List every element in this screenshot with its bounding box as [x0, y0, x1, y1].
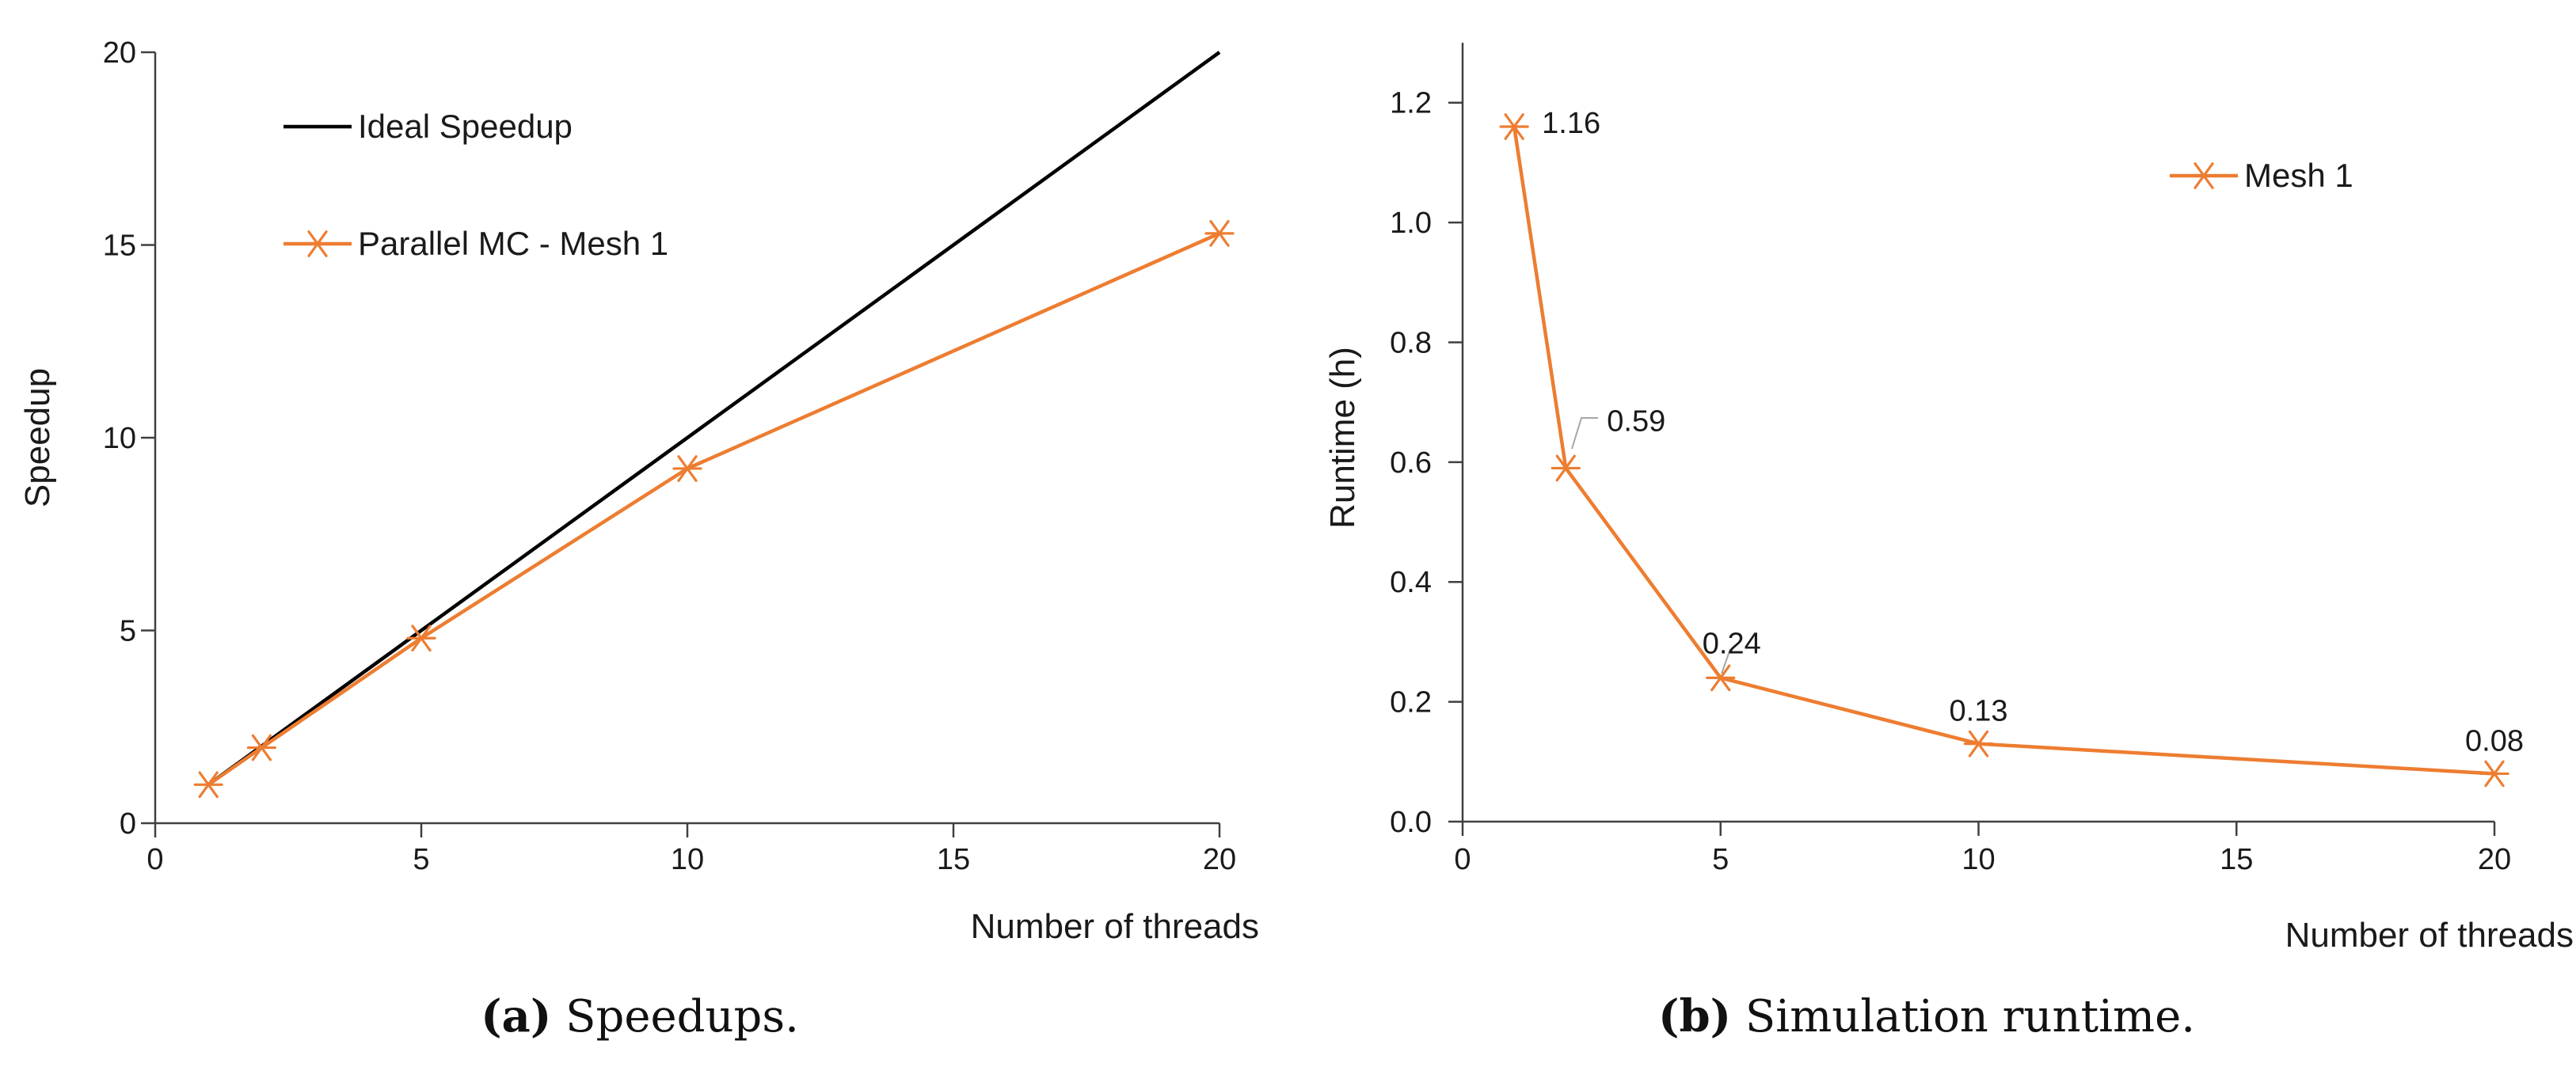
y-axis-title: Runtime (h)	[1323, 347, 1362, 529]
y-tick-label: 20	[103, 36, 136, 70]
y-tick-label: 15	[103, 230, 136, 263]
runtime-chart: 0.0 0.2 0.4 0.6 0.8 1.0 1.2 0 5 10 15 20 Number of t…	[1323, 43, 2574, 955]
marker-stroke	[411, 625, 432, 652]
x-tick-label: 15	[937, 843, 970, 876]
data-label: 0.08	[2465, 724, 2524, 758]
caption-label: (b)	[1658, 990, 1731, 1042]
data-label: 0.13	[1950, 695, 2008, 728]
x-tick-label: 0	[1454, 843, 1471, 876]
marker-stroke	[1504, 113, 1524, 140]
asterisk-marker	[2479, 760, 2509, 788]
marker-stroke	[2194, 162, 2214, 189]
series-parallel-mc-mesh-1	[193, 219, 1235, 799]
asterisk-marker	[672, 455, 702, 482]
y-tick-label: 5	[120, 615, 136, 648]
marker-stroke	[1710, 664, 1731, 692]
y-tick-label: 0.6	[1390, 446, 1432, 480]
marker-stroke	[251, 734, 272, 761]
y-tick-label: 0.4	[1390, 566, 1432, 599]
y-tick-label: 0.2	[1390, 686, 1432, 720]
marker-stroke	[198, 771, 219, 799]
y-axis-title: Speedup	[18, 368, 57, 507]
x-tick-label: 15	[2220, 843, 2253, 876]
legend-label: Mesh 1	[2244, 157, 2353, 194]
series-ideal-speedup	[207, 51, 1221, 787]
y-tick-label: 1.2	[1390, 87, 1432, 120]
asterisk-marker	[246, 734, 276, 761]
data-label: 0.59	[1607, 404, 1665, 438]
data-label-leader	[1721, 648, 1731, 674]
x-tick-label: 10	[671, 843, 704, 876]
y-tick-label: 0.8	[1390, 326, 1432, 359]
series-line	[1512, 126, 2495, 776]
x-tick-label: 10	[1961, 843, 1995, 876]
y-tick-label: 1.0	[1390, 207, 1432, 240]
data-label: 0.24	[1703, 627, 1761, 660]
x-tick-label: 20	[1203, 843, 1236, 876]
marker-stroke	[307, 230, 328, 257]
legend-label: Ideal Speedup	[358, 108, 573, 145]
series-mesh-1	[1499, 113, 2509, 788]
asterisk-marker	[1706, 664, 1736, 692]
marker-stroke	[2484, 760, 2505, 788]
asterisk-marker	[193, 771, 223, 799]
legend-label: Parallel MC - Mesh 1	[358, 225, 668, 262]
asterisk-marker	[1963, 730, 1994, 758]
caption-label: (a)	[481, 990, 551, 1042]
x-tick-label: 5	[1712, 843, 1729, 876]
speedup-chart: 0 5 10 15 20 0 5 10 15 20 Number of threads Speedup…	[18, 36, 1259, 946]
y-tick-label: 0.0	[1390, 806, 1432, 839]
asterisk-marker	[1499, 113, 1529, 140]
marker-stroke	[1968, 730, 1989, 758]
y-tick-label: 10	[103, 422, 136, 455]
series-line	[207, 231, 1220, 787]
asterisk-marker	[302, 230, 333, 257]
caption-a: (a) Speedups.	[481, 990, 799, 1042]
x-tick-label: 20	[2478, 843, 2511, 876]
marker-stroke	[1209, 219, 1230, 247]
asterisk-marker	[1551, 454, 1581, 482]
asterisk-marker	[1204, 219, 1235, 247]
caption-text: Simulation runtime.	[1731, 991, 2195, 1042]
marker-stroke	[1555, 454, 1576, 482]
data-label: 1.16	[1542, 107, 1600, 140]
caption-text: Speedups.	[551, 991, 799, 1042]
x-tick-label: 5	[413, 843, 429, 876]
data-label-leader	[1571, 417, 1598, 450]
x-axis-title: Number of threads	[971, 907, 1259, 946]
caption-b: (b) Simulation runtime.	[1658, 990, 2195, 1042]
asterisk-marker	[2189, 162, 2219, 189]
marker-stroke	[677, 455, 698, 482]
x-tick-label: 0	[146, 843, 163, 876]
asterisk-marker	[406, 625, 436, 652]
y-tick-label: 0	[120, 807, 136, 841]
x-axis-title: Number of threads	[2285, 916, 2574, 955]
series-line	[207, 51, 1221, 787]
